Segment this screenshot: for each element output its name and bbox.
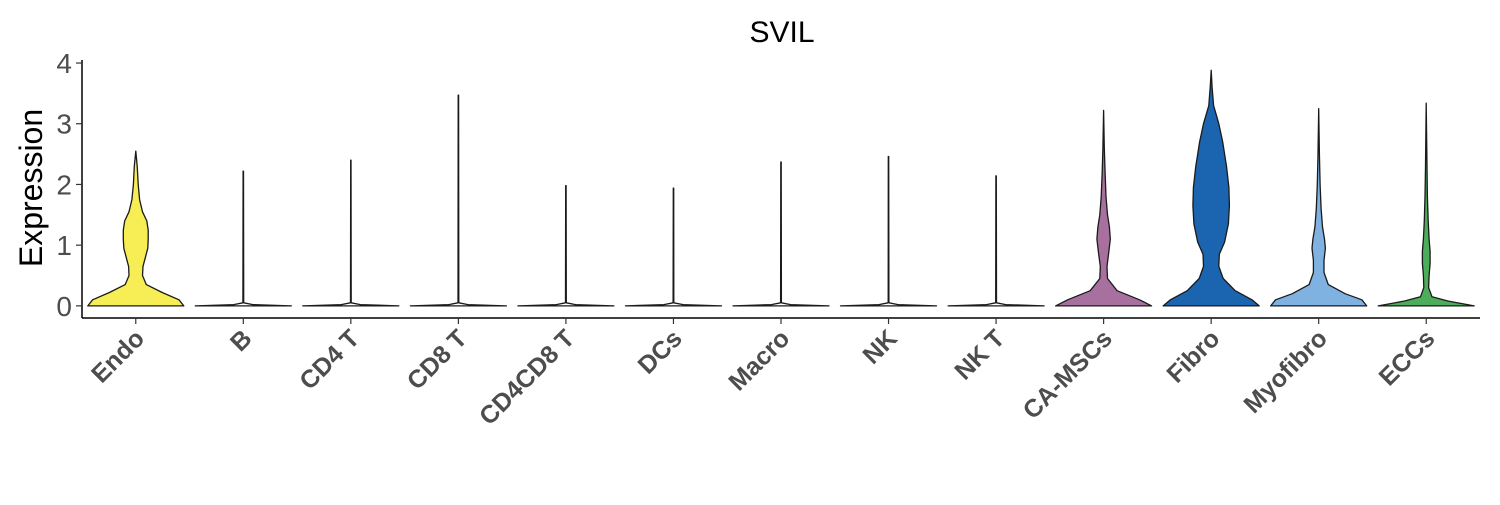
x-tick-label: CD4CD8 T <box>474 324 580 430</box>
violin-cd4cd8-t <box>517 185 615 307</box>
y-tick-label: 0 <box>56 291 72 322</box>
y-tick-label: 3 <box>56 109 72 140</box>
violin-ca-mscs <box>1054 109 1153 307</box>
violin-nk <box>839 155 938 307</box>
x-tick-label: ECCs <box>1374 324 1441 391</box>
x-tick-label: B <box>225 324 258 357</box>
violin-myofibro <box>1270 107 1368 307</box>
x-tick-label: Myofibro <box>1239 324 1333 418</box>
violin-cd8-t <box>409 94 508 307</box>
violin-endo <box>87 150 185 307</box>
x-tick-label: NK <box>857 324 902 369</box>
violin-nk-t <box>947 175 1045 307</box>
violin-fibro <box>1162 69 1260 307</box>
x-tick-label: Macro <box>723 324 795 396</box>
x-tick-label: DCs <box>633 324 688 379</box>
violin-b <box>194 170 292 307</box>
violin-macro <box>732 161 830 307</box>
x-tick-label: NK T <box>949 324 1010 385</box>
y-tick-label: 2 <box>56 169 72 200</box>
x-tick-label: Endo <box>86 324 150 388</box>
x-tick-label: CA-MSCs <box>1018 324 1118 424</box>
x-tick-label: CD8 T <box>402 324 473 395</box>
plot-area: 0 1 2 3 4 Endo B CD4 T CD8 T CD4CD8 T DCs Macro NK NK… <box>56 48 1480 431</box>
x-tick-label: CD4 T <box>294 324 365 395</box>
x-tick-label: Fibro <box>1161 324 1225 388</box>
violin-cd4-t <box>302 159 400 307</box>
chart-title: SVIL <box>749 16 814 49</box>
violin-dcs <box>624 187 723 307</box>
y-tick-label: 4 <box>56 48 72 79</box>
y-axis-label: Expression <box>13 109 49 267</box>
violin-eccs <box>1377 102 1475 307</box>
y-tick-label: 1 <box>56 230 72 261</box>
